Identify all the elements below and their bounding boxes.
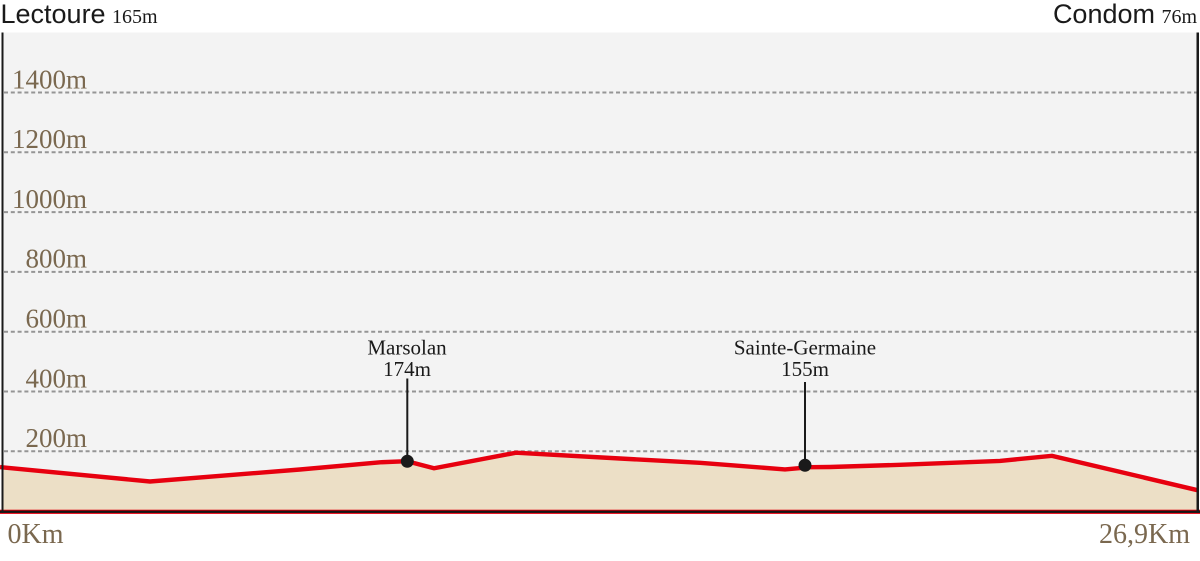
svg-text:400m: 400m bbox=[25, 363, 87, 393]
svg-text:Lectoure: Lectoure bbox=[1, 0, 106, 29]
svg-text:1000m: 1000m bbox=[12, 184, 87, 214]
svg-text:76m: 76m bbox=[1161, 6, 1197, 28]
svg-text:Sainte-Germaine: Sainte-Germaine bbox=[734, 336, 876, 360]
svg-text:1400m: 1400m bbox=[12, 64, 87, 94]
svg-text:174m: 174m bbox=[383, 357, 431, 381]
svg-text:165m: 165m bbox=[112, 6, 158, 28]
svg-text:1200m: 1200m bbox=[12, 124, 87, 154]
svg-text:200m: 200m bbox=[25, 423, 87, 453]
svg-text:155m: 155m bbox=[781, 357, 829, 381]
svg-text:Marsolan: Marsolan bbox=[367, 336, 447, 360]
svg-text:26,9Km: 26,9Km bbox=[1099, 519, 1190, 550]
svg-text:0Km: 0Km bbox=[8, 519, 64, 550]
svg-text:600m: 600m bbox=[25, 304, 87, 334]
svg-text:Condom: Condom bbox=[1053, 0, 1155, 29]
svg-text:800m: 800m bbox=[25, 244, 87, 274]
